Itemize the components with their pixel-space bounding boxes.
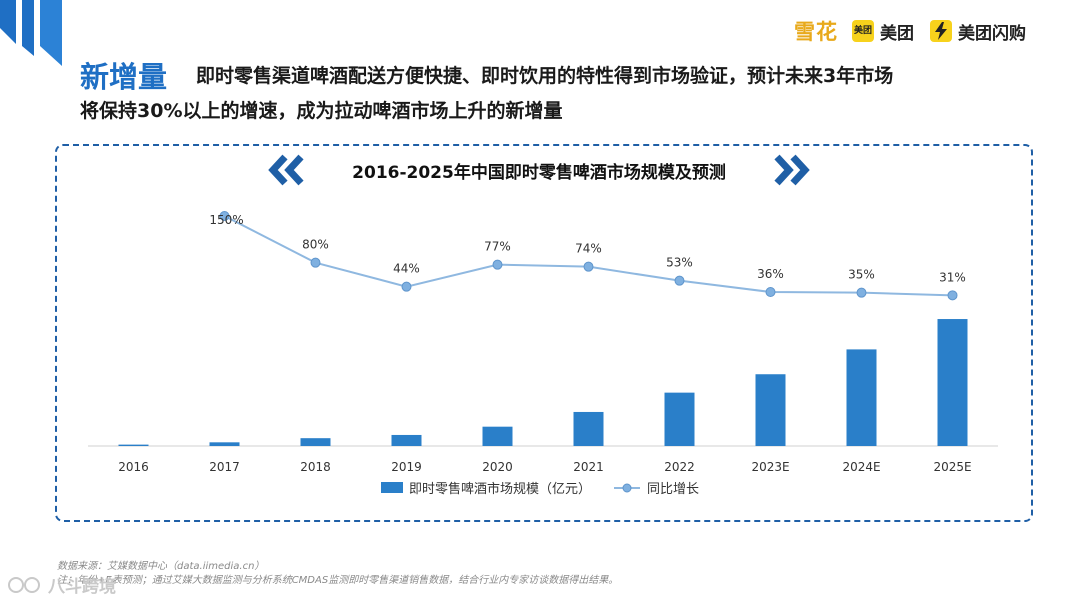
bar-2021 <box>573 411 604 446</box>
bar-2017 <box>209 442 240 446</box>
x-tick-label-2020: 2020 <box>482 460 513 474</box>
growth-label-2017: 150% <box>209 213 243 227</box>
x-tick-label-2022: 2022 <box>664 460 695 474</box>
bar-2024E <box>846 349 877 446</box>
watermark-logo-icon <box>8 576 40 593</box>
header-text-line-2: 将保持30%以上的增速，成为拉动啤酒市场上升的新增量 <box>80 100 563 122</box>
chart-title: 2016-2025年中国即时零售啤酒市场规模及预测 <box>352 162 726 183</box>
header-keyword: 新增量 <box>80 60 168 94</box>
bar-2018 <box>300 438 331 446</box>
legend-bar-swatch <box>380 482 403 493</box>
bar-2019 <box>391 434 422 446</box>
growth-point-2017 <box>219 211 230 221</box>
xuehua-logo: 雪花 <box>794 20 838 44</box>
growth-point-2019 <box>401 281 412 292</box>
bar-2016 <box>118 444 149 446</box>
legend-item-bar: 即时零售啤酒市场规模（亿元） <box>380 478 591 497</box>
legend-item-line: 同比增长 <box>613 478 699 497</box>
growth-point-2021 <box>583 261 594 272</box>
bar-2022 <box>664 392 695 446</box>
x-tick-label-2023E: 2023E <box>751 460 789 474</box>
legend-line-label: 同比增长 <box>647 482 700 497</box>
footnote-note: 注：年份+E表预测；通过艾媒大数据监测与分析系统CMDAS监测即时零售渠道销售数… <box>57 575 619 586</box>
meituan-shangou-logo: 美团闪购 <box>958 23 1026 44</box>
lightning-bolt-icon <box>930 20 952 42</box>
chevron-left-icon <box>268 154 304 186</box>
growth-point-2025E <box>947 290 958 301</box>
bar-2020 <box>482 426 513 446</box>
growth-label-2023E: 36% <box>757 267 784 281</box>
chart-legend: 即时零售啤酒市场规模（亿元） 同比增长 <box>0 478 1080 497</box>
growth-label-2021: 74% <box>575 242 602 256</box>
x-tick-label-2019: 2019 <box>391 460 422 474</box>
bar-2023E <box>755 374 786 446</box>
meituan-logo: 美团 <box>880 23 914 44</box>
footnote-source: 数据来源：艾媒数据中心（data.iimedia.cn） <box>57 561 265 572</box>
growth-label-2020: 77% <box>484 240 511 254</box>
corner-decoration <box>0 0 62 66</box>
growth-label-2018: 80% <box>302 238 329 252</box>
meituan-badge-icon: 美团 <box>852 20 874 42</box>
header-text-line-1: 即时零售渠道啤酒配送方便快捷、即时饮用的特性得到市场验证，预计未来3年市场 <box>196 65 894 87</box>
growth-point-2024E <box>856 287 867 298</box>
chevron-right-icon <box>774 154 810 186</box>
growth-label-2024E: 35% <box>848 268 875 282</box>
chart-frame <box>55 144 1033 522</box>
bar-2025E <box>937 319 968 446</box>
x-tick-label-2025E: 2025E <box>933 460 971 474</box>
legend-line-swatch <box>614 483 640 492</box>
brand-logos: 雪花 美团 美团 美团闪购 <box>794 18 1036 44</box>
x-tick-label-2018: 2018 <box>300 460 331 474</box>
legend-bar-label: 即时零售啤酒市场规模（亿元） <box>408 482 591 497</box>
chart-title-row: 2016-2025年中国即时零售啤酒市场规模及预测 <box>265 150 813 190</box>
x-tick-label-2017: 2017 <box>209 460 240 474</box>
watermark-text: 八斗跨境 <box>48 577 116 597</box>
growth-point-2018 <box>310 257 321 268</box>
x-tick-label-2024E: 2024E <box>842 460 880 474</box>
growth-point-2020 <box>492 259 503 270</box>
x-tick-label-2016: 2016 <box>118 460 149 474</box>
growth-label-2025E: 31% <box>939 270 966 284</box>
watermark: 八斗跨境 <box>6 572 116 597</box>
chart-plot: 2016 2017 2018 2019 2020 2021 2022 2023E 2024E 20… <box>88 211 998 474</box>
growth-label-2019: 44% <box>393 262 420 276</box>
growth-point-2022 <box>674 275 685 286</box>
growth-point-2023E <box>765 287 776 297</box>
growth-label-2022: 53% <box>666 256 693 270</box>
x-tick-label-2021: 2021 <box>573 460 604 474</box>
